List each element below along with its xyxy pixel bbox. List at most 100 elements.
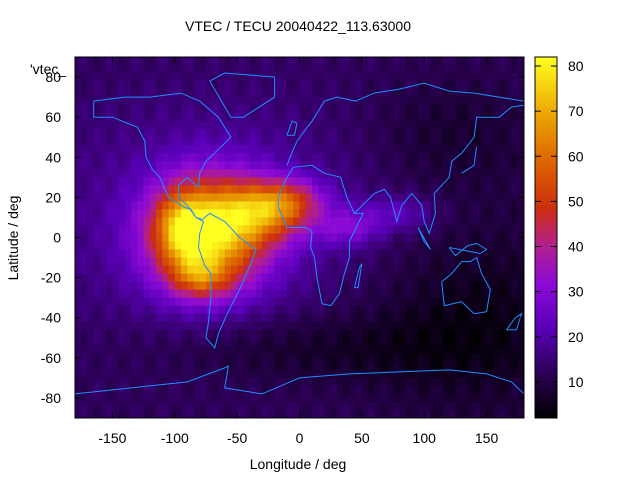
heatmap-cell (449, 345, 457, 355)
heatmap-cell (374, 225, 382, 235)
heatmap-cell (405, 201, 413, 211)
heatmap-cell (299, 137, 307, 146)
heatmap-cell (112, 361, 120, 371)
heatmap-cell (287, 97, 294, 106)
heatmap-cell (449, 185, 457, 194)
heatmap-cell (112, 241, 120, 251)
heatmap-cell (268, 193, 276, 202)
heatmap-cell (230, 137, 238, 146)
coastlines (75, 72, 524, 395)
heatmap-cell (124, 57, 132, 66)
heatmap-cell (224, 153, 232, 162)
heatmap-cell (287, 241, 294, 251)
heatmap-cell (249, 169, 257, 178)
heatmap-cell (137, 313, 145, 323)
heatmap-cell (268, 201, 276, 211)
heatmap-cell (405, 121, 413, 130)
heatmap-cell (93, 105, 101, 114)
heatmap-cell (243, 225, 251, 235)
heatmap-cell (218, 201, 226, 211)
heatmap-cell (417, 377, 425, 387)
heatmap-cell (436, 337, 444, 347)
heatmap-cell (237, 329, 244, 339)
heatmap-cell (262, 169, 269, 178)
heatmap-cell (174, 401, 182, 411)
heatmap-cell (330, 105, 338, 114)
heatmap-cell (480, 241, 488, 251)
heatmap-cell (87, 241, 95, 251)
heatmap-cell (87, 265, 95, 275)
heatmap-cell (436, 305, 444, 315)
heatmap-cell (230, 57, 238, 66)
heatmap-cell (511, 353, 519, 363)
heatmap-cell (480, 409, 488, 418)
heatmap-cell (230, 209, 238, 219)
heatmap-cell (93, 145, 101, 154)
heatmap-cell (124, 257, 132, 267)
heatmap-cell (499, 161, 506, 170)
heatmap-cell (511, 249, 519, 259)
heatmap-cell (442, 265, 450, 275)
heatmap-cell (81, 313, 89, 323)
heatmap-cell (243, 249, 251, 259)
heatmap-cell (75, 89, 82, 98)
heatmap-cell (193, 161, 201, 170)
heatmap-cell (99, 289, 107, 299)
heatmap-cell (505, 193, 513, 202)
heatmap-cell (505, 57, 513, 66)
heatmap-cell (305, 81, 313, 90)
heatmap-cell (467, 249, 475, 259)
heatmap-cell (417, 297, 425, 307)
heatmap-cell (467, 313, 475, 323)
heatmap-cell (268, 225, 276, 235)
heatmap-cell (417, 249, 425, 259)
heatmap-cell (156, 249, 163, 259)
heatmap-cell (517, 97, 524, 106)
heatmap-cell (436, 313, 444, 323)
heatmap-cell (230, 401, 238, 411)
heatmap-cell (330, 169, 338, 178)
heatmap-cell (411, 169, 419, 178)
heatmap-cell (293, 329, 301, 339)
heatmap-cell (424, 329, 432, 339)
heatmap-cell (268, 81, 276, 90)
heatmap-cell (156, 305, 163, 315)
heatmap-cell (442, 249, 450, 259)
heatmap-cell (393, 153, 400, 162)
heatmap-cell (393, 289, 400, 299)
heatmap-cell (187, 217, 195, 227)
heatmap-cell (156, 129, 163, 138)
heatmap-cell (305, 409, 313, 418)
heatmap-cell (143, 129, 151, 138)
heatmap-cell (262, 145, 269, 154)
heatmap-cell (212, 345, 220, 355)
heatmap-cell (505, 153, 513, 162)
heatmap-cell (93, 297, 101, 307)
heatmap-cell (336, 281, 344, 291)
heatmap-cell (474, 225, 481, 235)
heatmap-cell (168, 377, 176, 387)
heatmap-cell (268, 273, 276, 283)
heatmap-cell (405, 209, 413, 219)
heatmap-cell (81, 153, 89, 162)
heatmap-cell (361, 105, 369, 114)
heatmap-cell (249, 377, 257, 387)
heatmap-cell (174, 225, 182, 235)
heatmap-cell (149, 233, 157, 243)
heatmap-cell (436, 385, 444, 395)
heatmap-cell (255, 161, 263, 170)
heatmap-cell (199, 369, 207, 379)
heatmap-cell (355, 329, 363, 339)
heatmap-cell (324, 353, 332, 363)
heatmap-cell (299, 401, 307, 411)
heatmap-cell (505, 177, 513, 186)
heatmap-cell (511, 257, 519, 267)
heatmap-cell (287, 329, 294, 339)
heatmap-cell (368, 113, 375, 122)
heatmap-cell (87, 57, 95, 66)
heatmap-cell (168, 329, 176, 339)
heatmap-cell (380, 241, 388, 251)
heatmap-cell (93, 57, 101, 66)
heatmap-cell (212, 65, 220, 74)
heatmap-cell (87, 97, 95, 106)
